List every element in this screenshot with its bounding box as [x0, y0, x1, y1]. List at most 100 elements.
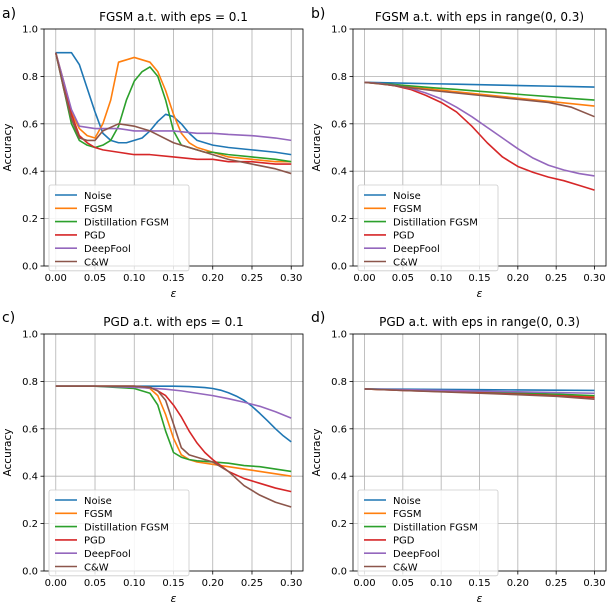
x-tick-label: 0.10: [430, 273, 452, 284]
y-tick-label: 0.8: [331, 72, 347, 83]
legend-entry: DeepFool: [84, 549, 131, 560]
x-tick-label: 0.05: [392, 273, 414, 284]
x-tick-label: 0.20: [202, 578, 224, 589]
legend-entry: C&W: [84, 562, 109, 573]
legend-entry: FGSM: [84, 204, 112, 215]
y-tick-label: 0.2: [331, 214, 347, 225]
x-axis-label: ε: [171, 592, 177, 604]
x-tick-label: 0.25: [241, 578, 263, 589]
x-tick-label: 0.25: [241, 273, 263, 284]
legend-entry: DeepFool: [393, 244, 440, 255]
x-axis-label: ε: [477, 287, 483, 300]
legend-entry: PGD: [84, 536, 106, 547]
series-line-distillation-fgsm: [364, 81, 595, 101]
x-tick-label: 0.15: [468, 578, 490, 589]
x-tick-label: 0.15: [162, 273, 184, 284]
legend-entry: FGSM: [393, 204, 421, 215]
chart-panel-4: 0.00 0.05 0.10 0.15 0.20 0.25 0.30 0.0 0.2 0.4 0.6…: [311, 310, 607, 604]
chart-panel-1: 0.00 0.05 0.10 0.15 0.20 0.25 0.30 0.0 0.2 0.4 0.6…: [2, 6, 304, 300]
y-tick-label: 0.6: [22, 424, 38, 435]
y-tick-label: 0.4: [22, 472, 38, 483]
series-line-noise: [364, 81, 595, 88]
y-tick-label: 0.8: [331, 377, 347, 388]
x-tick-label: 0.00: [353, 273, 375, 284]
x-tick-label: 0.25: [545, 273, 567, 284]
y-tick-label: 0.8: [22, 377, 38, 388]
series-line-deepfool: [55, 385, 292, 419]
x-tick-label: 0.30: [583, 273, 605, 284]
series-line-c-w: [364, 388, 595, 400]
chart-panel-2: 0.00 0.05 0.10 0.15 0.20 0.25 0.30 0.0 0.2 0.4 0.6…: [311, 6, 607, 300]
series-line-noise: [55, 385, 292, 443]
legend-entry: C&W: [84, 257, 109, 268]
x-tick-label: 0.10: [123, 273, 145, 284]
y-tick-label: 0.6: [331, 119, 347, 130]
y-tick-label: 0.0: [22, 567, 38, 578]
legend-entry: C&W: [393, 562, 418, 573]
legend-entry: Distillation FGSM: [393, 217, 478, 228]
legend: Noise FGSM Distillation FGSM PGD DeepFool C&W: [357, 184, 499, 272]
legend-entry: PGD: [84, 231, 106, 242]
x-tick-label: 0.05: [84, 273, 106, 284]
y-tick-label: 0.6: [22, 119, 38, 130]
panel-label: b): [311, 6, 325, 22]
legend-entry: Distillation FGSM: [84, 522, 169, 533]
y-tick-label: 0.4: [22, 167, 38, 178]
series-line-distillation-fgsm: [55, 385, 292, 473]
legend: Noise FGSM Distillation FGSM PGD DeepFool C&W: [357, 489, 499, 577]
y-tick-label: 0.0: [331, 262, 347, 273]
x-tick-label: 0.20: [507, 578, 529, 589]
series-line-c-w: [364, 81, 595, 118]
legend-entry: C&W: [393, 257, 418, 268]
y-tick-label: 1.0: [331, 25, 347, 36]
y-tick-label: 1.0: [331, 330, 347, 341]
legend-frame: [357, 184, 499, 272]
legend-entry: Distillation FGSM: [393, 522, 478, 533]
legend-entry: PGD: [393, 231, 415, 242]
chart-title: FGSM a.t. with eps = 0.1: [99, 10, 248, 24]
legend-frame: [48, 184, 190, 272]
y-tick-label: 1.0: [22, 25, 38, 36]
legend-entry: Noise: [393, 496, 421, 507]
legend-entry: FGSM: [393, 509, 421, 520]
x-tick-label: 0.00: [45, 273, 67, 284]
x-tick-label: 0.10: [430, 578, 452, 589]
y-tick-label: 0.0: [331, 567, 347, 578]
y-tick-label: 0.4: [331, 167, 347, 178]
y-tick-label: 1.0: [22, 330, 38, 341]
legend-entry: Distillation FGSM: [84, 217, 169, 228]
x-tick-label: 0.15: [162, 578, 184, 589]
legend-entry: DeepFool: [393, 549, 440, 560]
y-tick-label: 0.2: [22, 519, 38, 530]
legend-entry: FGSM: [84, 509, 112, 520]
legend: Noise FGSM Distillation FGSM PGD DeepFool C&W: [48, 489, 190, 577]
legend-frame: [357, 489, 499, 577]
y-tick-label: 0.8: [22, 72, 38, 83]
y-axis-label: Accuracy: [311, 124, 323, 172]
panel-label: a): [2, 6, 16, 22]
legend-entry: Noise: [393, 191, 421, 202]
y-axis-label: Accuracy: [311, 429, 323, 477]
series-line-c-w: [55, 385, 292, 508]
x-tick-label: 0.00: [45, 578, 67, 589]
y-tick-label: 0.6: [331, 424, 347, 435]
x-axis-label: ε: [171, 287, 177, 300]
y-axis-label: Accuracy: [2, 124, 14, 172]
x-tick-label: 0.05: [84, 578, 106, 589]
y-axis-label: Accuracy: [2, 429, 14, 477]
legend-entry: Noise: [84, 496, 112, 507]
legend-entry: DeepFool: [84, 244, 131, 255]
chart-panel-3: 0.00 0.05 0.10 0.15 0.20 0.25 0.30 0.0 0.2 0.4 0.6…: [2, 310, 304, 604]
legend: Noise FGSM Distillation FGSM PGD DeepFool C&W: [48, 184, 190, 272]
legend-entry: Noise: [84, 191, 112, 202]
x-tick-label: 0.20: [202, 273, 224, 284]
x-tick-label: 0.25: [545, 578, 567, 589]
x-axis-label: ε: [477, 592, 483, 604]
chart-title: PGD a.t. with eps = 0.1: [103, 315, 243, 329]
x-tick-label: 0.20: [507, 273, 529, 284]
x-tick-label: 0.30: [280, 273, 302, 284]
x-tick-label: 0.15: [468, 273, 490, 284]
x-tick-label: 0.30: [583, 578, 605, 589]
y-tick-label: 0.2: [331, 519, 347, 530]
